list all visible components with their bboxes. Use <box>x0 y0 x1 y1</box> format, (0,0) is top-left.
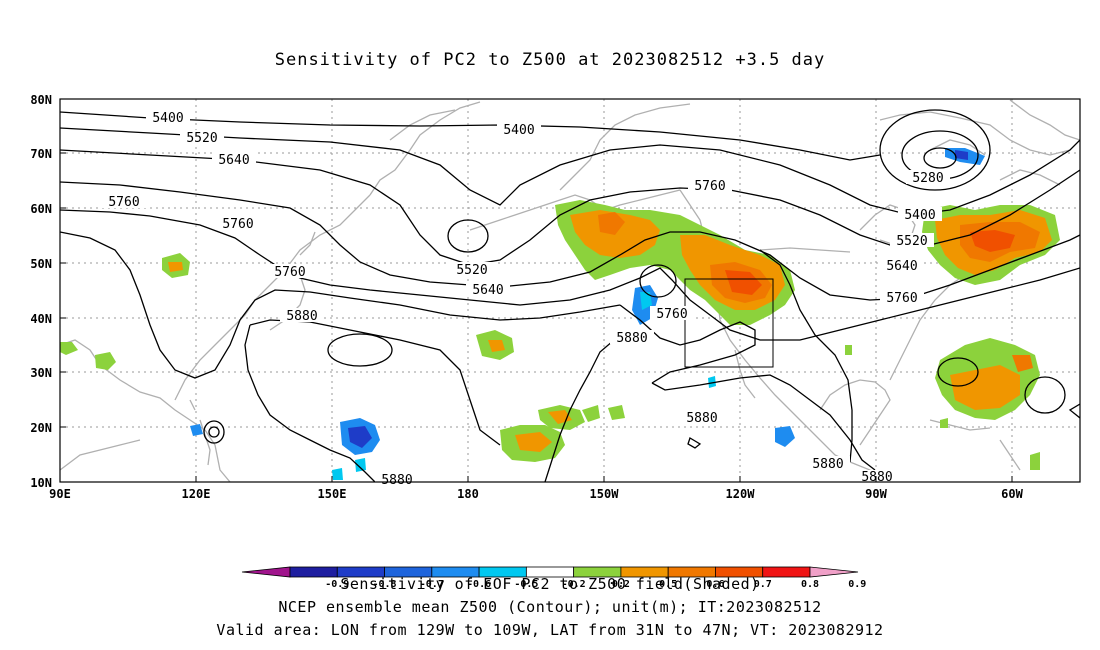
sensitivity-shading <box>60 148 1060 480</box>
contour-label: 5520 <box>186 131 217 146</box>
contour-label: 5880 <box>861 470 892 485</box>
latitude-labels: 80N 70N 60N 50N 40N 30N 20N 10N <box>30 93 52 490</box>
colorbar-value: 0.8 <box>801 579 819 590</box>
lon-label: 120W <box>726 487 756 501</box>
map-figure: 5400 5520 5640 5760 5760 5760 5400 5760 … <box>30 93 1081 501</box>
contour-label: 5880 <box>286 309 317 324</box>
contour-label: 5640 <box>472 283 503 298</box>
lat-label: 10N <box>30 476 52 490</box>
lon-label: 90E <box>49 487 71 501</box>
lon-label: 150E <box>318 487 347 501</box>
valid-area-box <box>684 278 774 368</box>
contour-label: 5400 <box>904 208 935 223</box>
contour-label: 5640 <box>886 259 917 274</box>
axis-ticks <box>59 98 1013 483</box>
caption-valid-area: Valid area: LON from 129W to 109W, LAT f… <box>216 621 884 639</box>
colorbar-value: -0.6 <box>467 579 491 590</box>
colorbar-value: 0.9 <box>848 579 866 590</box>
colorbar-value: 0.7 <box>754 579 772 590</box>
lon-label: 120E <box>182 487 211 501</box>
colorbar-value: -0.5 <box>514 579 538 590</box>
colorbar-value: 0.6 <box>706 579 724 590</box>
lat-label: 80N <box>30 93 52 107</box>
lat-label: 50N <box>30 257 52 271</box>
contour-label: 5400 <box>152 111 183 126</box>
contour-label: 5280 <box>912 171 943 186</box>
coastlines <box>60 99 1080 482</box>
colorbar: -0.9 -0.8 -0.7 -0.6 -0.5 -0.2 0.2 0.5 0.6 0.7 0.8 0… <box>241 566 866 590</box>
caption-shaded: Sensitivity of EOF PC2 to Z500 field(Sha… <box>340 575 760 593</box>
longitude-labels: 90E 120E 150E 180 150W 120W 90W 60W <box>49 487 1023 501</box>
contour-label: 5880 <box>686 411 717 426</box>
colorbar-value: -0.8 <box>372 579 396 590</box>
contour-label: 5760 <box>694 179 725 194</box>
contour-label: 5760 <box>222 217 253 232</box>
plot-frame <box>59 98 1081 483</box>
colorbar-value: -0.7 <box>420 579 444 590</box>
lon-label: 90W <box>865 487 887 501</box>
lat-label: 40N <box>30 312 52 326</box>
colorbar-labels: -0.9 -0.8 -0.7 -0.6 -0.5 -0.2 0.2 0.5 0.6 0.7 0.8 0… <box>325 579 866 590</box>
lat-label: 30N <box>30 366 52 380</box>
colorbar-swatch <box>809 566 859 578</box>
lat-label: 60N <box>30 202 52 216</box>
contour-label: 5520 <box>896 234 927 249</box>
colorbar-value: 0.2 <box>612 579 630 590</box>
contour-label: 5760 <box>274 265 305 280</box>
colorbar-value: -0.2 <box>562 579 586 590</box>
contour-label: 5880 <box>812 457 843 472</box>
contour-label: 5880 <box>381 473 412 488</box>
contour-label: 5520 <box>456 263 487 278</box>
contour-label: 5640 <box>218 153 249 168</box>
lat-label: 20N <box>30 421 52 435</box>
contour-label: 5760 <box>108 195 139 210</box>
map-title: Sensitivity of PC2 to Z500 at 2023082512… <box>274 50 826 70</box>
lon-label: 60W <box>1001 487 1023 501</box>
colorbar-swatches <box>241 566 859 578</box>
contour-label: 5880 <box>616 331 647 346</box>
caption-contour: NCEP ensemble mean Z500 (Contour); unit(… <box>278 598 822 616</box>
colorbar-value: 0.5 <box>659 579 677 590</box>
contour-labels: 5400 5520 5640 5760 5760 5760 5400 5760 … <box>102 110 950 488</box>
contour-label: 5760 <box>656 307 687 322</box>
contour-label: 5760 <box>886 291 917 306</box>
lon-label: 180 <box>457 487 479 501</box>
lon-label: 150W <box>590 487 620 501</box>
lat-label: 70N <box>30 147 52 161</box>
contour-label: 5400 <box>503 123 534 138</box>
colorbar-value: -0.9 <box>325 579 349 590</box>
